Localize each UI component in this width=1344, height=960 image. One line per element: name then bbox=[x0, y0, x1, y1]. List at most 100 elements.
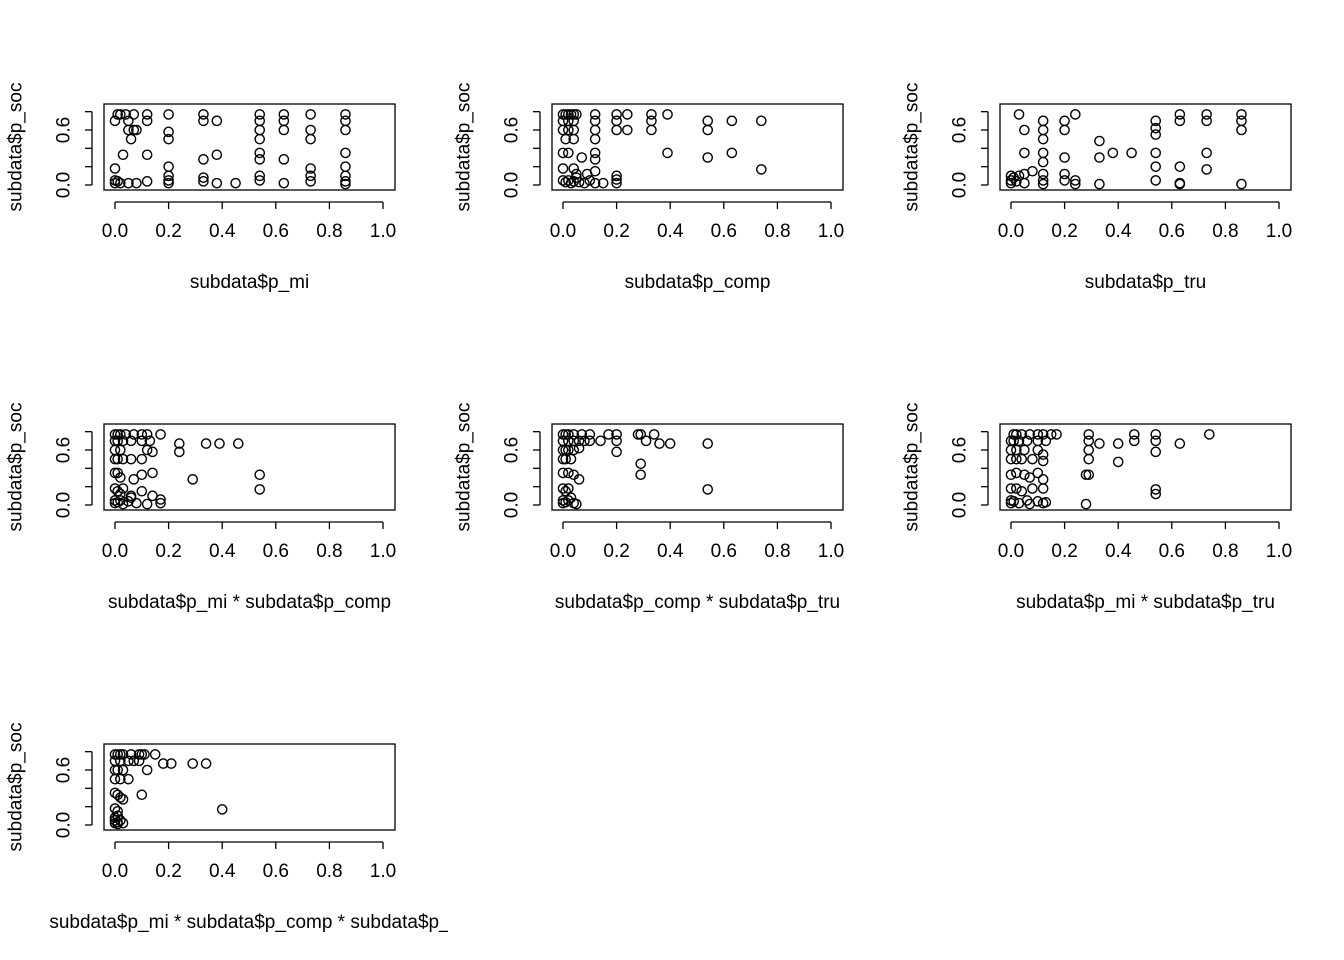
data-point bbox=[635, 458, 647, 470]
data-point bbox=[1037, 168, 1049, 180]
x-tick-label: 0.2 bbox=[155, 221, 181, 242]
y-tick-label: 0.0 bbox=[950, 492, 971, 518]
data-point bbox=[1032, 467, 1044, 479]
data-point bbox=[611, 170, 622, 182]
data-point bbox=[563, 124, 574, 136]
data-point bbox=[254, 175, 266, 186]
data-point bbox=[589, 124, 601, 136]
x-tick-label: 0.4 bbox=[1105, 221, 1132, 242]
data-point bbox=[1005, 483, 1017, 494]
data-point bbox=[611, 435, 622, 447]
x-tick-label: 0.4 bbox=[657, 541, 684, 562]
data-point bbox=[123, 177, 134, 189]
data-point bbox=[1027, 453, 1038, 465]
data-point bbox=[1150, 147, 1162, 159]
data-point bbox=[136, 453, 148, 465]
data-point bbox=[109, 177, 121, 189]
data-point bbox=[573, 176, 585, 188]
data-point bbox=[1083, 435, 1095, 447]
y-axis-title: subdata$p_soc bbox=[454, 403, 475, 532]
scatter-panel-4: 0.0 0.2 0.4 0.6 0.8 1.0 0.0 0.6 subdata$p_mi * s… bbox=[6, 403, 397, 613]
data-point bbox=[198, 176, 209, 187]
data-point bbox=[1016, 429, 1028, 440]
x-tick-label: 0.8 bbox=[316, 541, 342, 562]
data-point bbox=[702, 438, 714, 449]
data-point bbox=[112, 429, 123, 440]
data-point bbox=[560, 133, 571, 145]
data-point bbox=[1094, 438, 1105, 449]
data-point bbox=[1005, 497, 1017, 509]
data-point bbox=[1024, 472, 1036, 483]
data-point bbox=[1204, 429, 1215, 440]
data-point bbox=[1236, 109, 1247, 120]
data-point bbox=[1008, 429, 1019, 440]
data-point bbox=[1011, 467, 1022, 479]
data-point bbox=[109, 773, 121, 785]
data-point bbox=[155, 429, 166, 440]
data-point bbox=[141, 764, 153, 776]
data-point bbox=[254, 469, 266, 481]
data-point bbox=[1040, 496, 1052, 508]
data-point bbox=[611, 115, 622, 127]
data-point bbox=[576, 429, 588, 440]
data-point bbox=[568, 124, 580, 136]
data-point bbox=[557, 163, 569, 174]
data-point bbox=[305, 170, 316, 182]
data-point bbox=[254, 147, 266, 159]
data-point bbox=[589, 115, 601, 127]
y-tick-label: 0.6 bbox=[502, 117, 523, 143]
x-tick-label: 1.0 bbox=[1266, 541, 1292, 562]
data-point bbox=[340, 115, 351, 127]
data-point bbox=[254, 154, 266, 165]
data-point bbox=[340, 161, 351, 172]
data-point bbox=[163, 177, 174, 189]
data-point bbox=[340, 176, 351, 187]
data-point bbox=[198, 115, 209, 127]
y-axis-title: subdata$p_soc bbox=[6, 83, 27, 212]
data-point bbox=[1019, 147, 1030, 159]
x-tick-label: 1.0 bbox=[370, 221, 396, 242]
data-point bbox=[109, 749, 121, 760]
data-point bbox=[117, 817, 129, 829]
data-point bbox=[117, 483, 129, 494]
data-point bbox=[214, 438, 225, 449]
data-point bbox=[211, 177, 223, 189]
data-point bbox=[133, 755, 145, 767]
data-point bbox=[563, 467, 574, 479]
data-point bbox=[163, 161, 174, 172]
x-tick-label: 0.4 bbox=[209, 221, 236, 242]
data-point bbox=[157, 758, 169, 769]
data-point bbox=[1094, 135, 1105, 147]
x-tick-label: 0.6 bbox=[711, 541, 737, 562]
data-point bbox=[187, 758, 199, 769]
data-point bbox=[603, 429, 614, 440]
data-point bbox=[305, 109, 316, 120]
data-point bbox=[340, 178, 351, 190]
data-point bbox=[565, 453, 577, 465]
data-point bbox=[1019, 124, 1030, 136]
data-point bbox=[654, 438, 665, 449]
data-point bbox=[595, 435, 606, 447]
data-point bbox=[136, 429, 148, 440]
data-point bbox=[1236, 124, 1247, 136]
data-point bbox=[141, 176, 153, 187]
data-point bbox=[565, 177, 577, 189]
data-point bbox=[622, 109, 633, 120]
data-point bbox=[1126, 147, 1137, 159]
data-point bbox=[109, 429, 121, 440]
data-point bbox=[112, 485, 123, 497]
data-point bbox=[702, 484, 714, 495]
scatter-panel-1: 0.0 0.2 0.4 0.6 0.8 1.0 0.0 0.6 subdata$p_mi subd… bbox=[6, 83, 397, 293]
x-tick-label: 0.8 bbox=[1212, 541, 1238, 562]
data-point bbox=[1083, 429, 1095, 440]
data-point bbox=[123, 755, 134, 767]
data-point bbox=[1150, 484, 1162, 495]
x-tick-label: 0.2 bbox=[1051, 541, 1077, 562]
data-point bbox=[1080, 469, 1092, 481]
x-tick-label: 0.0 bbox=[998, 221, 1024, 242]
data-point bbox=[632, 429, 644, 440]
x-tick-label: 0.8 bbox=[764, 541, 790, 562]
data-point bbox=[115, 177, 126, 189]
data-point bbox=[563, 147, 574, 159]
data-point bbox=[589, 154, 601, 165]
